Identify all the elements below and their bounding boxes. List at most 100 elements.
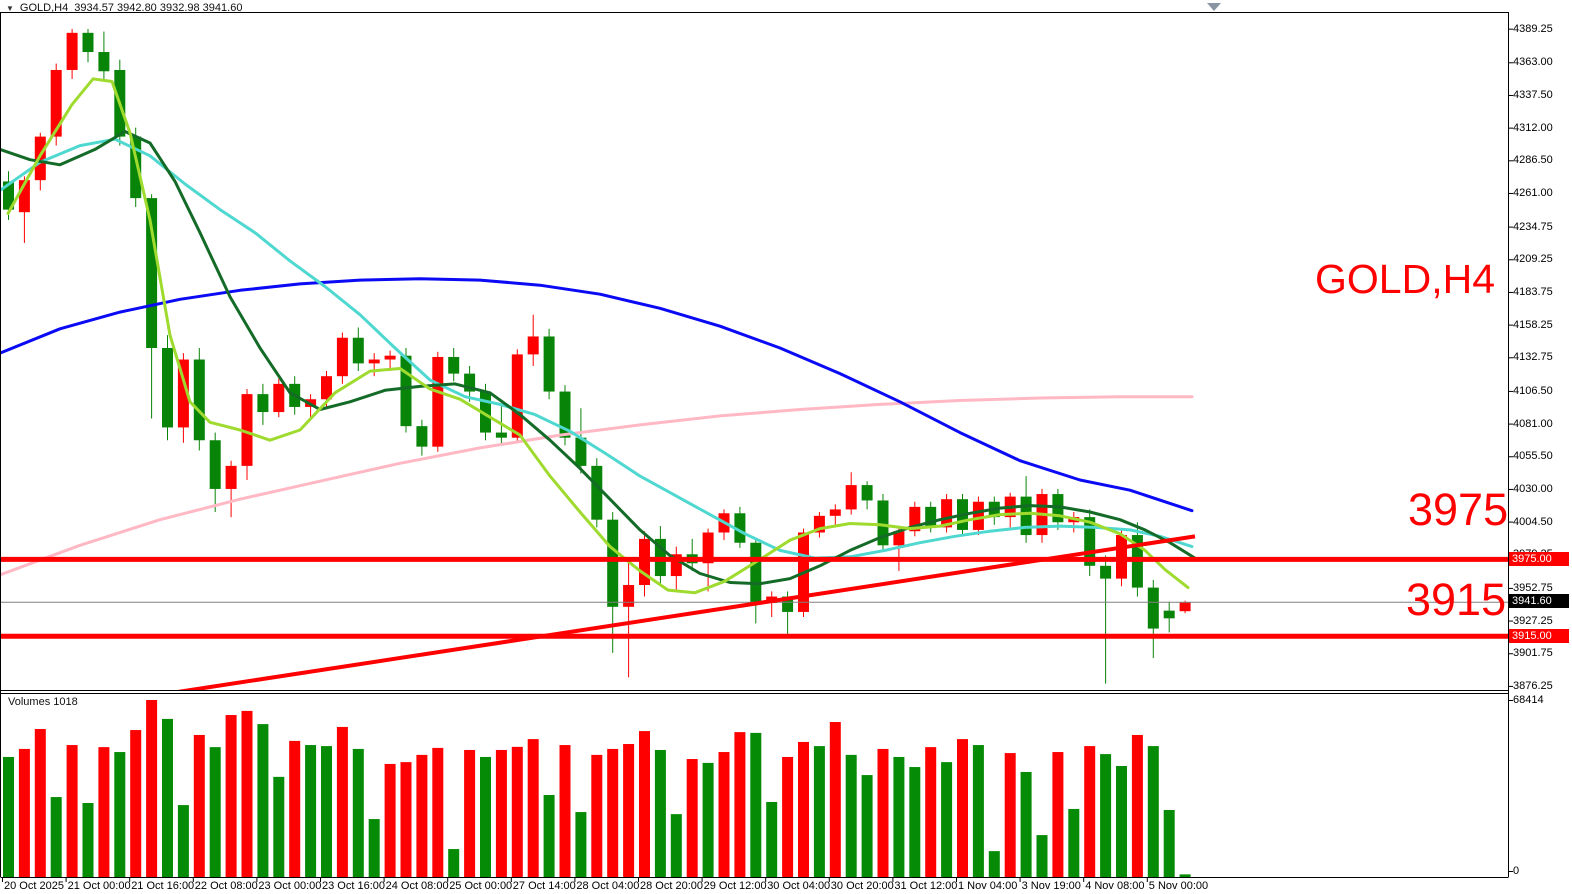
volume-bar: [225, 715, 237, 877]
candle-body: [543, 336, 555, 392]
volume-bar: [3, 756, 14, 877]
price-badge-support: 3915.00: [1509, 629, 1569, 643]
time-axis-label: 1 Nov 04:00: [958, 880, 1018, 892]
candle-body: [384, 355, 396, 360]
collapse-arrow-icon[interactable]: ▼: [6, 3, 14, 13]
volume-bar: [305, 745, 317, 877]
candle-body: [464, 373, 476, 392]
volume-bar: [1179, 874, 1191, 877]
volume-bar: [209, 747, 221, 877]
volume-bar: [1147, 746, 1159, 877]
candle-body: [511, 354, 523, 438]
annotation-resistance-text: 3975: [1408, 484, 1509, 535]
volume-bar: [782, 756, 794, 877]
volume-bar: [1163, 809, 1175, 877]
volume-bar: [241, 710, 253, 877]
volume-bar: [575, 812, 587, 877]
candle-body: [1147, 587, 1159, 629]
chart-frame: [0, 12, 1513, 882]
volume-bar: [623, 744, 635, 877]
volume-bar: [988, 851, 1000, 877]
chart-shift-marker-icon[interactable]: [1207, 3, 1221, 11]
price-axis-label: 4132.75: [1513, 351, 1553, 364]
price-axis-label: 4106.50: [1513, 384, 1553, 397]
price-axis-label: 3901.75: [1513, 647, 1553, 660]
volume-bar: [559, 745, 571, 877]
candle-body: [273, 383, 285, 413]
volume-bar: [495, 749, 507, 877]
volume-bar: [162, 718, 173, 877]
ma-fast-lime: [6, 77, 1190, 595]
volume-bar: [861, 775, 873, 877]
volume-bar: [34, 729, 46, 877]
time-axis-label: 30 Oct 20:00: [830, 880, 894, 892]
candle-body: [416, 426, 428, 447]
volume-bar: [18, 748, 30, 877]
volume-bar: [511, 746, 523, 877]
candle-body: [559, 391, 571, 438]
volume-bar: [972, 745, 984, 877]
volume-bar: [177, 805, 189, 877]
candle-body: [162, 347, 173, 428]
volume-bar: [1020, 771, 1032, 877]
annotation-support-text: 3915: [1406, 574, 1507, 625]
ma-slower-blue: [0, 277, 1194, 513]
candle-body: [18, 180, 30, 213]
volume-bar: [925, 747, 937, 877]
volume-bar: [1068, 808, 1080, 877]
candle-body: [750, 542, 762, 603]
volume-bar: [66, 745, 78, 877]
candle-body: [527, 336, 539, 355]
volume-bar: [957, 739, 968, 877]
price-axis-label: 4004.50: [1513, 515, 1553, 528]
candle-body: [734, 513, 746, 543]
candle-body: [66, 32, 78, 70]
time-axis-label: 27 Oct 14:00: [512, 880, 576, 892]
candle-body: [893, 531, 905, 546]
volume-bar: [527, 739, 539, 877]
time-axis-label: 25 Oct 00:00: [449, 880, 513, 892]
candle-body: [209, 440, 221, 489]
time-axis-label: 31 Oct 12:00: [894, 880, 958, 892]
volume-bar: [464, 749, 476, 877]
main-plot-area[interactable]: [0, 28, 1508, 694]
volume-bar: [416, 754, 428, 877]
time-axis-label: 29 Oct 12:00: [703, 880, 767, 892]
candle-body: [1179, 602, 1191, 612]
volume-bar: [909, 767, 921, 877]
volume-bar: [273, 776, 285, 877]
candle-body: [670, 554, 682, 577]
candle-body: [813, 515, 825, 533]
candle-body: [845, 485, 857, 510]
candle-body: [352, 337, 364, 364]
volume-bar: [702, 762, 714, 877]
volume-bar: [448, 849, 460, 877]
candle-body: [448, 356, 460, 374]
price-axis-label: 4363.00: [1513, 56, 1553, 69]
candle-body: [3, 181, 14, 210]
volume-bar: [877, 748, 889, 877]
price-axis-label: 3952.75: [1513, 581, 1553, 594]
candle-body: [257, 394, 269, 413]
candle-body: [146, 198, 158, 348]
time-axis-label: 4 Nov 08:00: [1085, 880, 1145, 892]
candle-body: [1100, 565, 1112, 579]
price-axis-label: 4209.25: [1513, 253, 1553, 266]
candle-body: [639, 538, 650, 586]
candle-body: [861, 485, 873, 501]
candle-body: [241, 394, 253, 466]
price-axis-label: 4286.50: [1513, 154, 1553, 167]
time-axis-label: 28 Oct 04:00: [576, 880, 640, 892]
ohlc-values-label: 3934.57 3942.80 3932.98 3941.60: [74, 2, 243, 14]
volume-bar: [639, 731, 650, 877]
candle-body: [82, 32, 94, 53]
candles-layer: [3, 28, 1191, 684]
candle-body: [782, 596, 794, 612]
volume-bar: [400, 762, 412, 877]
ma-medium-darkgreen: [0, 130, 1197, 586]
volume-axis-label: 68414: [1513, 694, 1544, 706]
candle-body: [591, 465, 603, 520]
volume-bar: [257, 724, 269, 877]
volume-bar: [1131, 734, 1143, 877]
